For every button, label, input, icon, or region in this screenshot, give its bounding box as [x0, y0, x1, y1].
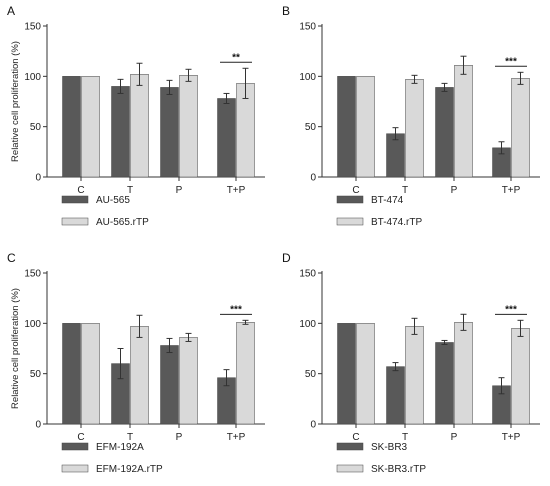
panel-D-xtick-label-0: C	[352, 432, 359, 443]
panel-D-significance-label-0: ***	[505, 304, 517, 315]
panel-A-legend-label-1: AU-565.rTP	[96, 217, 149, 228]
panel-B-ytick-label-1: 50	[305, 122, 317, 133]
panel-C-bar-1-2	[179, 337, 198, 425]
panel-D-bar-0-1	[386, 366, 405, 425]
panel-D: D 0 50 100 150 C T P T+P *** SK-BR3 SK-BR3.rTP	[282, 251, 540, 475]
panel-A-legend-swatch-1	[61, 217, 89, 226]
panel-A-xtick-label-0: C	[77, 185, 84, 196]
panel-D-bar-1-1	[405, 326, 424, 425]
panel-C-xtick-label-1: T	[127, 432, 133, 443]
panel-A-ytick-label-3: 150	[24, 22, 41, 33]
panel-C-legend-swatch-1	[61, 464, 89, 473]
panel-A-xtick-label-2: P	[176, 185, 183, 196]
panel-D-ytick-label-1: 50	[305, 369, 317, 380]
panel-A-bar-1-0	[81, 76, 100, 178]
panel-B-bar-1-0	[356, 76, 375, 178]
panel-A-bar-0-0	[62, 76, 81, 178]
panel-A-significance-label-0: **	[232, 52, 240, 63]
panel-D-ytick-label-0: 0	[310, 420, 316, 431]
panel-B-ytick-label-2: 100	[299, 72, 316, 83]
panel-A-bar-0-1	[111, 86, 130, 178]
panel-D-xtick-label-1: T	[402, 432, 408, 443]
panel-B-legend-swatch-0	[336, 195, 364, 204]
panel-B-significance-label-0: ***	[505, 56, 517, 67]
panel-A-xtick-label-3: T+P	[227, 185, 246, 196]
panel-B-bar-1-3	[511, 78, 530, 178]
panel-C-legend-label-0: EFM-192A	[96, 442, 144, 453]
panel-A-bar-0-2	[160, 87, 179, 178]
panel-A-ytick-label-2: 100	[24, 72, 41, 83]
panel-C-letter: C	[7, 251, 16, 265]
panel-B-bar-0-0	[337, 76, 356, 178]
panel-D-legend-swatch-1	[336, 464, 364, 473]
panel-C-xtick-label-0: C	[77, 432, 84, 443]
panel-A-ytick-label-1: 50	[30, 122, 42, 133]
panel-D-ytick-label-2: 100	[299, 319, 316, 330]
panel-B: B 0 50 100 150 C T P T+P *** BT-474 BT-474.rTP	[282, 4, 540, 228]
panel-B-xtick-label-2: P	[451, 185, 458, 196]
panel-D-bar-1-2	[454, 322, 473, 425]
panel-C-legend-label-1: EFM-192A.rTP	[96, 464, 163, 475]
panel-A-bar-1-1	[130, 74, 149, 178]
panel-A-xtick-label-1: T	[127, 185, 133, 196]
panel-C: C Relative cell proliferation (%) 0 50 100 15…	[7, 251, 265, 475]
panel-B-ytick-label-3: 150	[299, 22, 316, 33]
panel-C-xtick-label-3: T+P	[227, 432, 246, 443]
panel-C-ylabel: Relative cell proliferation (%)	[10, 288, 21, 409]
panel-B-legend-label-0: BT-474	[371, 195, 404, 206]
panel-C-bar-1-0	[81, 323, 100, 425]
panel-C-ytick-label-3: 150	[24, 269, 41, 280]
panel-C-bar-1-1	[130, 326, 149, 425]
panel-B-ytick-label-0: 0	[310, 173, 316, 184]
panel-A-ytick-label-0: 0	[35, 173, 41, 184]
panel-C-ytick-label-2: 100	[24, 319, 41, 330]
panel-A: A Relative cell proliferation (%) 0 50 100 15…	[7, 4, 265, 228]
panel-B-bar-1-1	[405, 79, 424, 178]
panel-A-bar-1-2	[179, 75, 198, 178]
panel-D-legend-label-1: SK-BR3.rTP	[371, 464, 426, 475]
panel-D-letter: D	[282, 251, 291, 265]
panel-B-xtick-label-1: T	[402, 185, 408, 196]
panel-A-legend-swatch-0	[61, 195, 89, 204]
panel-C-significance-label-0: ***	[230, 304, 242, 315]
panel-D-ytick-label-3: 150	[299, 269, 316, 280]
panel-C-bar-0-0	[62, 323, 81, 425]
panel-C-bar-0-2	[160, 345, 179, 425]
panel-D-bar-1-3	[511, 328, 530, 425]
panel-B-xtick-label-0: C	[352, 185, 359, 196]
panel-C-legend-swatch-0	[61, 442, 89, 451]
panel-D-bar-0-2	[435, 342, 454, 425]
panel-D-legend-label-0: SK-BR3	[371, 442, 408, 453]
panel-D-xtick-label-3: T+P	[502, 432, 521, 443]
panel-C-ytick-label-0: 0	[35, 420, 41, 431]
panel-D-bar-1-0	[356, 323, 375, 425]
panel-B-legend-swatch-1	[336, 217, 364, 226]
panel-D-bar-0-0	[337, 323, 356, 425]
panel-B-xtick-label-3: T+P	[502, 185, 521, 196]
panel-D-legend-swatch-0	[336, 442, 364, 451]
panel-C-xtick-label-2: P	[176, 432, 183, 443]
panel-A-legend-label-0: AU-565	[96, 195, 130, 206]
panel-A-bar-0-3	[217, 98, 236, 178]
panel-C-bar-1-3	[236, 322, 255, 425]
panel-D-xtick-label-2: P	[451, 432, 458, 443]
panel-B-legend-label-1: BT-474.rTP	[371, 217, 422, 228]
panel-C-ytick-label-1: 50	[30, 369, 42, 380]
panel-A-letter: A	[7, 4, 15, 18]
panel-B-bar-0-2	[435, 87, 454, 178]
panel-B-letter: B	[282, 4, 290, 18]
panel-A-ylabel: Relative cell proliferation (%)	[10, 41, 21, 162]
panel-B-bar-1-2	[454, 65, 473, 178]
